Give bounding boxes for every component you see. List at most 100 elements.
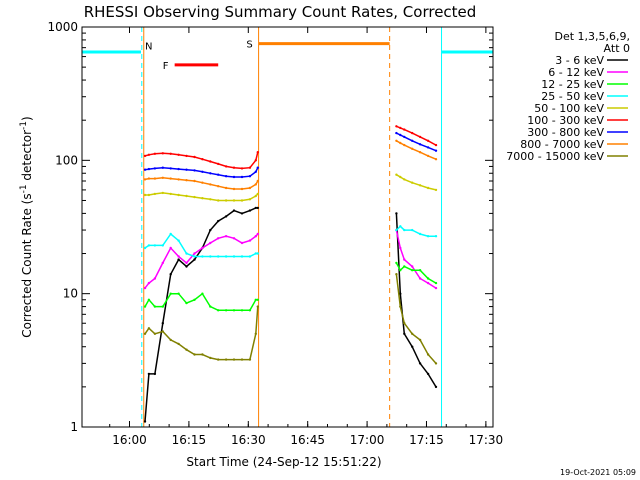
series-25-50-kev-point [161,244,164,247]
series-12-25-kev-point [169,292,172,295]
timestamp: 19-Oct-2021 05:09 [560,468,636,477]
night-label: N [145,42,152,53]
series-3-6-kev-point [256,206,259,210]
series-800-7000-kev-segment-1 [396,140,437,160]
series-25-50-kev-point [153,244,157,247]
series-50-100-kev-point [395,173,398,176]
series-12-25-kev-point [153,305,157,308]
series-100-300-kev-point [403,128,406,131]
series-3-6-kev-point [411,345,414,348]
series-6-12-kev-point [232,237,236,240]
series-7000-15000-kev-point [403,322,406,325]
legend-entry-label: 7000 - 15000 keV [506,150,604,163]
series-50-100-kev-point [143,193,147,197]
series-12-25-kev-point [256,298,259,301]
series-12-25-kev-point [426,277,430,280]
x-tick-label-4: 17:00 [350,433,385,447]
series-300-800-kev-point [434,149,438,152]
series-6-12-kev-point [426,281,430,285]
series-100-300-kev-point [256,151,259,154]
series-300-800-kev-point [254,170,257,173]
series-100-300-kev-point [217,162,220,166]
y-tick-label-2: 100 [55,153,78,167]
series-50-100-kev-point [217,199,220,202]
series-100-300-kev-point [411,131,414,135]
series-300-800-kev-point [143,168,147,171]
series-6-12-kev-point [193,252,196,255]
series-50-100-kev-point [411,181,414,184]
series-800-7000-kev-point [153,177,157,180]
series-300-800-kev-point [224,175,228,178]
series-50-100-kev-point [232,199,236,202]
series-100-300-kev-point [418,135,422,139]
series-50-100-kev-point [399,175,402,179]
series-12-25-kev-point [254,298,257,301]
series-50-100-kev-point [248,198,252,201]
series-800-7000-kev-point [256,179,259,183]
series-100-300-kev-point [395,125,398,128]
series-800-7000-kev-point [143,178,147,181]
series-25-50-kev-point [399,225,402,228]
series-300-800-kev-point [395,131,398,135]
series-12-25-kev-point [232,309,236,312]
x-tick-label-6: 17:30 [469,433,504,447]
series-3-6-kev-point [418,362,422,365]
series-300-800-kev-point [232,175,236,179]
series-12-25-kev-point [411,269,414,272]
series-6-12-kev-segment-0 [144,233,259,289]
series-50-100-kev-point [161,191,164,195]
series-3-6-kev-point [217,219,220,223]
series-25-50-kev-point [224,255,228,258]
series-7000-15000-kev-point [169,338,172,342]
series-300-800-kev-point [240,175,244,179]
series-800-7000-kev-point [147,177,151,180]
series-7000-15000-kev-point [418,338,422,342]
series-50-100-kev-point [254,194,257,198]
series-300-800-kev-point [217,173,220,176]
series-6-12-kev-point [209,241,212,245]
series-100-300-kev-point [232,166,236,169]
series-6-12-kev-point [169,246,172,250]
series-6-12-kev-point [224,235,228,238]
x-tick-label-3: 16:45 [290,433,325,447]
series-3-6-kev-point [177,258,180,261]
y-axis-label: Corrected Count Rate (s-1 detector-1) [19,116,34,337]
legend-header-line1: Det 1,3,5,6,9, [554,30,630,43]
series-50-100-kev-point [209,198,212,201]
series-6-12-kev-point [240,241,244,245]
series-3-6-kev-point [193,258,196,261]
series-300-800-kev-point [411,139,414,142]
series-50-100-kev-segment-0 [145,192,259,202]
series-25-50-kev-point [403,228,406,232]
series-800-7000-kev-point [434,158,438,161]
series-3-6-kev-point [147,372,151,376]
saa-label: S [246,40,252,51]
series-100-300-kev-point [153,152,157,155]
series-6-12-kev-point [147,281,151,285]
series-12-25-kev-point [143,305,147,308]
series-12-25-kev-point [248,309,252,312]
x-tick-label-5: 17:15 [409,433,444,447]
series-100-300-kev-point [169,152,172,155]
series-25-50-kev-point [434,235,438,238]
series-25-50-kev-point [411,228,414,232]
series-7000-15000-kev-point [254,332,257,335]
series-100-300-kev-point [185,154,188,158]
series-3-6-kev-point [395,212,398,215]
series-300-800-kev-point [193,169,196,172]
series-800-7000-kev-point [217,185,220,188]
series-7000-15000-kev-point [224,358,228,361]
series-12-25-kev-segment-0 [144,292,258,312]
series-50-100-kev-point [193,195,196,199]
series-50-100-kev-segment-1 [396,174,437,191]
series-100-300-kev-point [254,159,257,162]
series-3-6-kev-point [240,212,244,215]
series-7000-15000-kev-point [161,330,164,333]
series-100-300-kev-point [248,166,252,169]
series-6-12-kev-point [256,232,259,236]
series-6-12-kev-point [201,246,204,250]
series-7000-15000-kev-point [411,332,414,335]
series-300-800-kev-point [161,166,164,169]
series-7000-15000-kev-point [153,332,157,335]
series-50-100-kev-point [434,188,438,192]
